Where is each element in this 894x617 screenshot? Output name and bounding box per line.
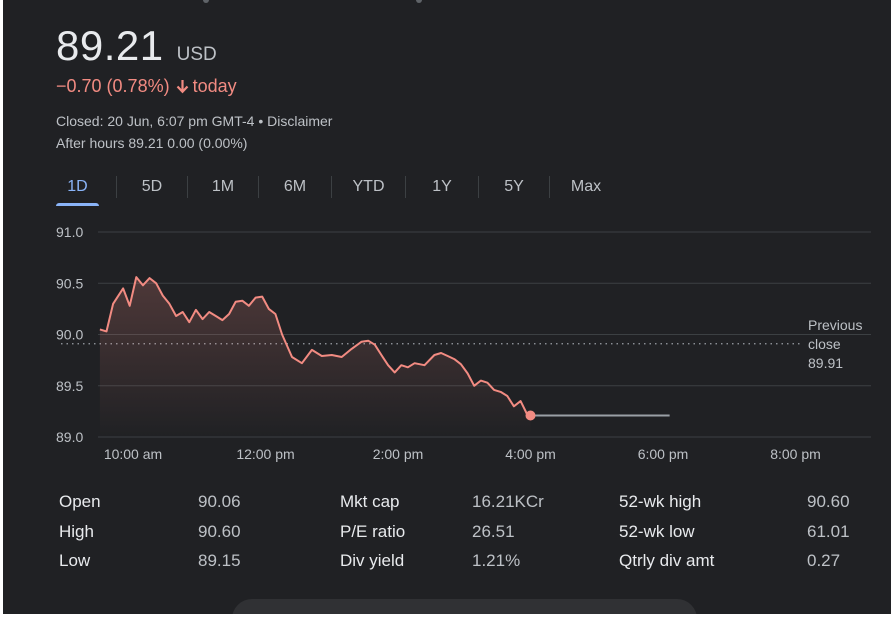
tab-5d[interactable]: 5D <box>141 178 163 195</box>
tab-divider <box>331 176 332 198</box>
tab-divider <box>549 176 550 198</box>
tab-1y[interactable]: 1Y <box>432 178 452 195</box>
y-tick-label: 90.0 <box>56 327 83 343</box>
stat-label-low: Low <box>59 551 91 570</box>
stat-label-mkt-cap: Mkt cap <box>340 492 400 511</box>
y-tick-label: 89.0 <box>56 429 83 445</box>
y-tick-label: 90.5 <box>56 275 83 291</box>
stat-value-pe-ratio: 26.51 <box>472 522 515 541</box>
price-line <box>99 276 531 417</box>
stat-value-52wk-high: 90.60 <box>807 492 850 511</box>
tab-divider <box>116 176 117 198</box>
arrow-down-icon <box>176 79 189 94</box>
stat-value-52wk-low: 61.01 <box>807 522 850 541</box>
price-change-row: −0.70 (0.78%) today <box>56 76 237 97</box>
stock-quote-panel: 89.21 USD −0.70 (0.78%) today Closed: 20… <box>3 0 891 614</box>
x-tick-label: 4:00 pm <box>505 446 556 462</box>
stat-label-52wk-high: 52-wk high <box>619 492 702 511</box>
change-period: today <box>192 76 237 96</box>
x-tick-label: 10:00 am <box>104 446 162 462</box>
stat-value-mkt-cap: 16.21KCr <box>472 492 544 511</box>
disclaimer-link[interactable]: Disclaimer <box>267 113 333 129</box>
timeframe-tabs: 1D 5D 1M 6M YTD 1Y 5Y Max <box>56 170 622 206</box>
price-chart[interactable]: 91.0 90.5 90.0 89.5 89.0 10:00 am 12:00 pm 2:00… <box>3 215 891 475</box>
price-area-fill <box>99 277 531 437</box>
stat-label-qtrly-div: Qtrly div amt <box>619 551 715 570</box>
currency-label: USD <box>176 44 217 65</box>
tab-max[interactable]: Max <box>570 178 602 195</box>
previous-close-label: close <box>808 336 841 352</box>
previous-close-label: Previous <box>808 317 862 333</box>
stats-row: High 90.60 P/E ratio 26.51 52-wk low 61.… <box>59 522 859 544</box>
stat-label-div-yield: Div yield <box>340 551 405 570</box>
tab-divider <box>187 176 188 198</box>
closed-text: Closed: 20 Jun, 6:07 pm GMT-4 <box>56 113 255 129</box>
price-change: −0.70 (0.78%) <box>56 76 170 96</box>
stat-value-open: 90.06 <box>198 492 241 511</box>
stat-value-low: 89.15 <box>198 551 241 570</box>
stat-value-div-yield: 1.21% <box>472 551 521 570</box>
bottom-button[interactable] <box>232 599 697 614</box>
meta-separator: • <box>254 113 268 129</box>
clipped-header-remnant <box>3 0 891 6</box>
y-tick-label: 89.5 <box>56 378 83 394</box>
stats-row: Open 90.06 Mkt cap 16.21KCr 52-wk high 9… <box>59 492 859 514</box>
after-hours-info: After hours 89.21 0.00 (0.00%) <box>56 135 248 151</box>
last-price-marker <box>525 410 536 421</box>
price-row: 89.21 USD <box>56 22 217 70</box>
x-tick-label: 6:00 pm <box>638 446 689 462</box>
market-status: Closed: 20 Jun, 6:07 pm GMT-4 • Disclaim… <box>56 113 332 129</box>
stats-row: Low 89.15 Div yield 1.21% Qtrly div amt … <box>59 551 859 573</box>
x-tick-label: 8:00 pm <box>770 446 821 462</box>
stat-label-high: High <box>59 522 94 541</box>
y-tick-label: 91.0 <box>56 224 83 240</box>
previous-close-label: 89.91 <box>808 355 843 371</box>
tab-divider <box>478 176 479 198</box>
stat-label-52wk-low: 52-wk low <box>619 522 695 541</box>
tab-ytd[interactable]: YTD <box>352 178 385 195</box>
tab-divider <box>258 176 259 198</box>
tab-1m[interactable]: 1M <box>211 178 235 195</box>
x-tick-label: 2:00 pm <box>373 446 424 462</box>
tab-divider <box>405 176 406 198</box>
stat-value-qtrly-div: 0.27 <box>807 551 841 570</box>
current-price: 89.21 <box>56 22 164 69</box>
tab-5y[interactable]: 5Y <box>504 178 524 195</box>
stat-value-high: 90.60 <box>198 522 241 541</box>
tab-6m[interactable]: 6M <box>283 178 307 195</box>
stat-label-open: Open <box>59 492 101 511</box>
x-tick-label: 12:00 pm <box>236 446 294 462</box>
stat-label-pe-ratio: P/E ratio <box>340 522 406 541</box>
tab-1d[interactable]: 1D <box>56 172 99 206</box>
